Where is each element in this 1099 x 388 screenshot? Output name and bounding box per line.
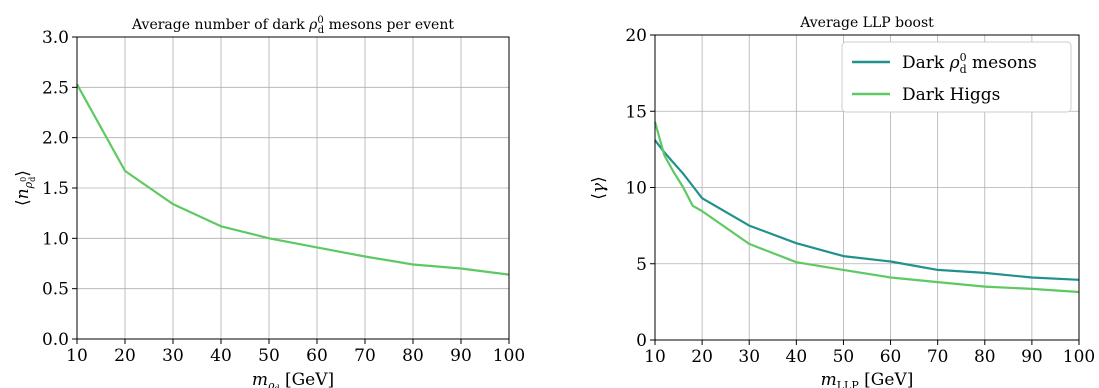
xtick-label-left-1: 20 xyxy=(114,346,136,366)
ytick-label-left-1: 0.5 xyxy=(42,280,69,300)
y-axis-label-left: ⟨nρ0d⟩ xyxy=(13,170,37,206)
ylabel-right-close: ⟩ xyxy=(589,176,609,183)
xtick-label-right-8: 90 xyxy=(1021,347,1043,367)
xtick-label-right-5: 60 xyxy=(880,347,902,367)
ylabel-right-open: ⟨ xyxy=(589,193,609,200)
ytick-label-right-2: 10 xyxy=(625,179,647,199)
ytick-label-left-5: 2.5 xyxy=(42,78,69,98)
legend-rho-prefix: Dark xyxy=(902,53,950,73)
xtick-label-right-2: 30 xyxy=(738,347,760,367)
ytick-label-left-6: 3.0 xyxy=(42,28,69,48)
ylabel-left-close: ⟩ xyxy=(13,170,33,177)
ylabel-left-subd: d xyxy=(28,177,37,182)
ytick-label-right-4: 20 xyxy=(625,26,647,46)
xlabel-right-unit: [GeV] xyxy=(859,370,914,388)
legend: Dark ρ0 d mesons Dark Higgs xyxy=(841,41,1072,113)
xtick-label-left-5: 60 xyxy=(306,346,328,366)
xlabel-left-m: m xyxy=(252,370,268,388)
title-left-rho: ρ xyxy=(308,17,318,33)
xlabel-right-sub: LLP xyxy=(837,379,860,388)
ytick-label-left-3: 1.5 xyxy=(42,179,69,199)
xlabel-left-sub: ρ xyxy=(267,379,275,388)
ylabel-left-n: n xyxy=(13,188,33,199)
chart-right: 10 20 30 40 50 60 70 80 90 100 0 5 10 15 20 Average LL… xyxy=(589,15,1095,388)
xtick-label-right-1: 20 xyxy=(691,347,713,367)
ytick-label-right-1: 5 xyxy=(636,255,647,275)
legend-rho-symbol: ρ xyxy=(949,53,960,73)
chart-title-left: Average number of dark ρ0 d mesons per ev… xyxy=(131,15,454,36)
legend-rho-sup: 0 xyxy=(960,51,967,64)
ytick-label-left-4: 2.0 xyxy=(42,129,69,149)
xlabel-left-subsub: d xyxy=(274,384,279,388)
ytick-label-right-0: 0 xyxy=(636,331,647,351)
legend-label-dark-rho: Dark ρ0 d mesons xyxy=(902,51,1037,76)
xtick-label-right-3: 40 xyxy=(786,347,808,367)
ytick-label-right-3: 15 xyxy=(625,102,647,122)
ytick-label-left-0: 0.0 xyxy=(42,330,69,350)
title-left-part2: mesons per event xyxy=(324,17,454,33)
xtick-label-left-3: 40 xyxy=(210,346,232,366)
xtick-label-left-8: 90 xyxy=(450,346,472,366)
x-axis-label-left: mρd [GeV] xyxy=(252,370,334,388)
xtick-label-right-9: 100 xyxy=(1063,347,1095,367)
xtick-label-left-4: 50 xyxy=(258,346,280,366)
xtick-label-right-6: 70 xyxy=(927,347,949,367)
ylabel-left-open: ⟨ xyxy=(13,199,33,206)
series-line-right-1 xyxy=(653,121,1080,294)
title-left-rho-sup: 0 xyxy=(317,15,323,26)
legend-label-dark-higgs: Dark Higgs xyxy=(902,85,1000,105)
x-axis-label-right: mLLP [GeV] xyxy=(821,370,914,388)
xtick-label-left-6: 70 xyxy=(354,346,376,366)
title-left-rho-sub: d xyxy=(318,25,325,36)
xtick-label-right-7: 80 xyxy=(974,347,996,367)
title-left-part1: Average number of dark xyxy=(131,17,309,33)
xtick-label-left-9: 100 xyxy=(493,346,525,366)
ytick-label-left-2: 1.0 xyxy=(42,229,69,249)
legend-rho-suffix: mesons xyxy=(967,53,1037,73)
legend-rho-sub: d xyxy=(960,63,967,76)
ylabel-right-gamma: γ xyxy=(589,182,609,193)
legend-box xyxy=(841,41,1072,113)
ylabel-left-rho: ρ xyxy=(22,181,35,189)
y-axis-label-right: ⟨γ⟩ xyxy=(589,176,609,199)
xtick-label-left-0: 10 xyxy=(66,346,88,366)
xlabel-left-unit: [GeV] xyxy=(280,370,335,388)
xlabel-right-m: m xyxy=(821,370,837,388)
ylabel-left-sup: 0 xyxy=(19,177,28,182)
series-line-right-0 xyxy=(654,139,1080,281)
chart-left: 10 20 30 40 50 60 70 80 90 100 0.0 0.5 1.0 1.5 2.0 2.5 3… xyxy=(13,15,525,388)
chart-title-right: Average LLP boost xyxy=(799,15,934,31)
xtick-label-left-7: 80 xyxy=(402,346,424,366)
series-line-left-0 xyxy=(76,83,510,276)
xtick-label-right-0: 10 xyxy=(644,347,666,367)
xtick-label-right-4: 50 xyxy=(833,347,855,367)
xtick-label-left-2: 30 xyxy=(162,346,184,366)
